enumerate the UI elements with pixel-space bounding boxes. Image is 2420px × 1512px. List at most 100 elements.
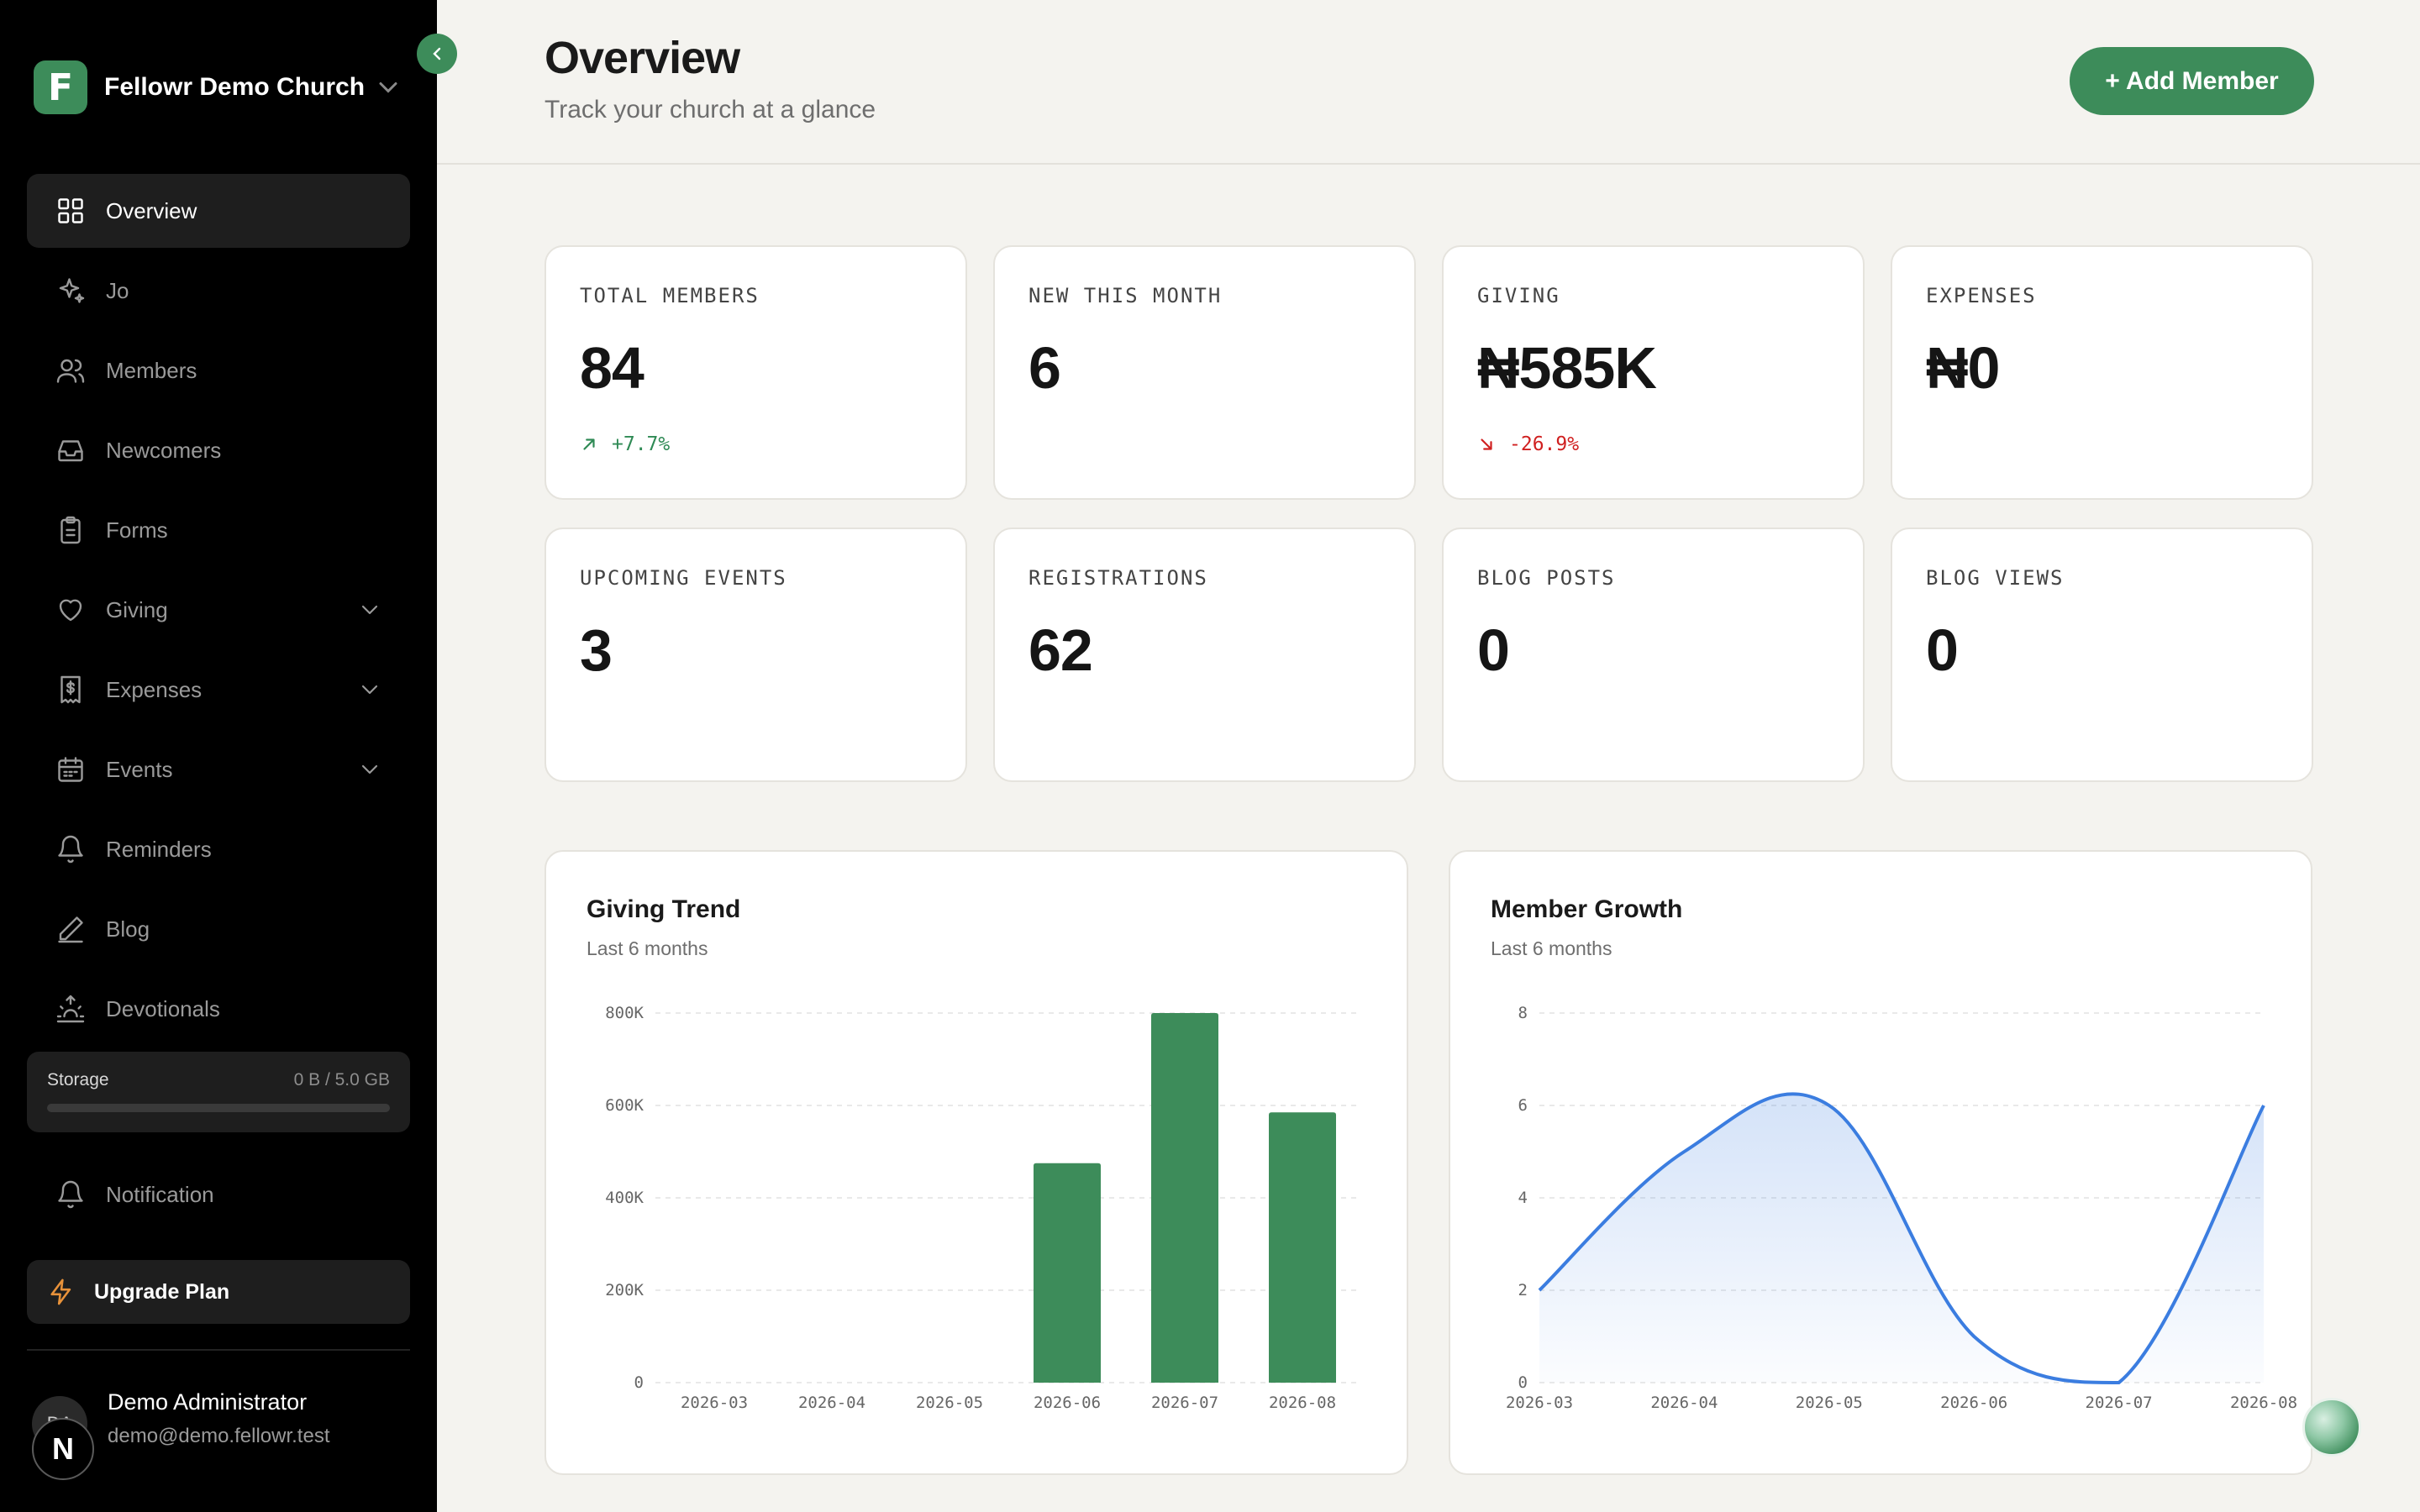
bar[interactable] [1269, 1112, 1336, 1383]
dev-tools-badge[interactable]: N [32, 1418, 94, 1480]
upgrade-plan-button[interactable]: Upgrade Plan [27, 1260, 410, 1324]
user-profile[interactable]: DA Demo Administrator demo@demo.fellowr.… [32, 1378, 418, 1487]
sidebar-item-overview[interactable]: Overview [27, 174, 410, 248]
stat-value: 3 [580, 617, 613, 683]
sidebar-nav: Overview Jo Members Newcomers Forms Giving Exp… [27, 174, 410, 1052]
y-tick-label: 800K [605, 1004, 644, 1022]
y-tick-label: 8 [1518, 1004, 1528, 1022]
brand-logo: F [34, 60, 87, 114]
x-tick-label: 2026-08 [2230, 1394, 2297, 1412]
stat-value: 0 [1477, 617, 1510, 683]
x-tick-label: 2026-04 [1650, 1394, 1718, 1412]
y-tick-label: 4 [1518, 1189, 1528, 1207]
series-line[interactable] [1538, 1092, 2265, 1385]
sidebar-item-expenses[interactable]: Expenses [27, 653, 410, 727]
user-name: Demo Administrator [108, 1389, 308, 1415]
area-fill [1539, 1094, 2264, 1383]
sidebar-item-label: Events [106, 756, 173, 782]
upgrade-plan-label: Upgrade Plan [94, 1279, 230, 1304]
sidebar-item-label: Blog [106, 916, 150, 942]
x-tick-label: 2026-06 [1940, 1394, 2007, 1412]
sunrise-icon [56, 995, 85, 1023]
stat-trend-value: +7.7% [612, 433, 671, 455]
x-tick-label: 2026-04 [798, 1394, 865, 1412]
collapse-sidebar-button[interactable] [417, 34, 457, 74]
stat-value: 84 [580, 335, 644, 401]
sidebar-item-label: Reminders [106, 836, 212, 862]
sidebar-item-events[interactable]: Events [27, 732, 410, 806]
heart-icon [59, 599, 82, 622]
x-tick-label: 2026-07 [2086, 1394, 2153, 1412]
sidebar-item-newcomers[interactable]: Newcomers [27, 413, 410, 487]
chart-subtitle: Last 6 months [1491, 937, 1612, 959]
sidebar-item-forms[interactable]: Forms [27, 493, 410, 567]
sidebar-item-label: Notification [106, 1181, 214, 1207]
sidebar-item-notification[interactable]: Notification [27, 1158, 410, 1231]
stat-label: BLOG POSTS [1477, 566, 1616, 590]
storage-progress-bar [47, 1104, 390, 1112]
stat-card-blog-views: BLOG VIEWS 0 [1891, 528, 2313, 782]
stat-card-upcoming-events: UPCOMING EVENTS 3 [544, 528, 967, 782]
stat-value: 6 [1028, 335, 1061, 401]
sidebar-item-devotionals[interactable]: Devotionals [27, 972, 410, 1046]
chevron-left-icon [433, 47, 441, 60]
sidebar-item-label: Jo [106, 277, 129, 303]
stat-card-registrations: REGISTRATIONS 62 [993, 528, 1416, 782]
sidebar-item-label: Giving [106, 596, 168, 622]
x-tick-label: 2026-05 [916, 1394, 983, 1412]
stat-card-new-this-month: NEW THIS MONTH 6 [993, 245, 1416, 500]
stat-label: REGISTRATIONS [1028, 566, 1208, 590]
stat-card-blog-posts: BLOG POSTS 0 [1442, 528, 1865, 782]
assistant-avatar[interactable] [2302, 1398, 2361, 1457]
stat-trend: -26.9% [1477, 433, 1579, 455]
sidebar-item-reminders[interactable]: Reminders [27, 812, 410, 886]
sidebar-item-label: Forms [106, 517, 168, 543]
storage-value: 0 B / 5.0 GB [293, 1070, 390, 1089]
stat-card-total-members: TOTAL MEMBERS 84 +7.7% [544, 245, 967, 500]
sidebar-item-members[interactable]: Members [27, 333, 410, 407]
sidebar-item-blog[interactable]: Blog [27, 892, 410, 966]
y-tick-label: 600K [605, 1096, 644, 1115]
calendar-icon [58, 757, 83, 782]
bar[interactable] [1034, 1163, 1101, 1383]
page-header: Overview Track your church at a glance +… [437, 0, 2420, 165]
sidebar-item-label: Members [106, 357, 197, 383]
grid-icon [58, 198, 83, 223]
giving-trend-card: Giving Trend Last 6 months 0 200K 400K 600K… [544, 850, 1408, 1475]
y-tick-label: 400K [605, 1189, 644, 1207]
stat-value: ₦585K [1477, 335, 1657, 401]
stat-value: ₦0 [1926, 335, 2000, 401]
storage-widget: Storage 0 B / 5.0 GB [27, 1052, 410, 1132]
x-tick-label: 2026-05 [1796, 1394, 1863, 1412]
member-growth-card: Member Growth Last 6 months 0 2 4 6 8 2026-03… [1449, 850, 2312, 1475]
chart-title: Member Growth [1491, 895, 1683, 923]
stat-label: UPCOMING EVENTS [580, 566, 787, 590]
stat-label: GIVING [1477, 284, 1560, 307]
stat-label: NEW THIS MONTH [1028, 284, 1223, 307]
y-tick-label: 0 [634, 1373, 644, 1392]
x-tick-label: 2026-06 [1034, 1394, 1101, 1412]
giving-trend-chart: 0 200K 400K 600K 800K 2026-03 2026-04 2026-05 20… [605, 1004, 1361, 1412]
org-switcher[interactable]: F Fellowr Demo Church [34, 60, 403, 114]
sidebar-item-label: Expenses [106, 676, 203, 702]
sidebar-item-label: Devotionals [106, 995, 220, 1021]
sidebar: F Fellowr Demo Church Overview Jo Members N… [0, 0, 437, 1512]
sidebar-item-giving[interactable]: Giving [27, 573, 410, 647]
stat-card-expenses: EXPENSES ₦0 [1891, 245, 2313, 500]
chevron-down-icon [361, 764, 378, 774]
stat-value: 0 [1926, 617, 1959, 683]
add-member-button[interactable]: + Add Member [2070, 47, 2314, 115]
bell-icon [58, 1180, 83, 1209]
member-growth-chart: 0 2 4 6 8 2026-03 2026-04 2026-05 2026-06 2026-07… [1506, 1004, 2297, 1412]
stat-trend: +7.7% [580, 433, 670, 455]
stat-label: TOTAL MEMBERS [580, 284, 760, 307]
chart-title: Giving Trend [587, 895, 741, 923]
x-tick-label: 2026-07 [1151, 1394, 1218, 1412]
clipboard-icon [60, 516, 81, 544]
y-tick-label: 2 [1518, 1281, 1528, 1299]
storage-label: Storage [47, 1070, 109, 1089]
bar[interactable] [1151, 1013, 1218, 1383]
sidebar-item-jo[interactable]: Jo [27, 254, 410, 328]
sidebar-item-label: Overview [106, 197, 197, 223]
pencil-icon [58, 916, 83, 943]
